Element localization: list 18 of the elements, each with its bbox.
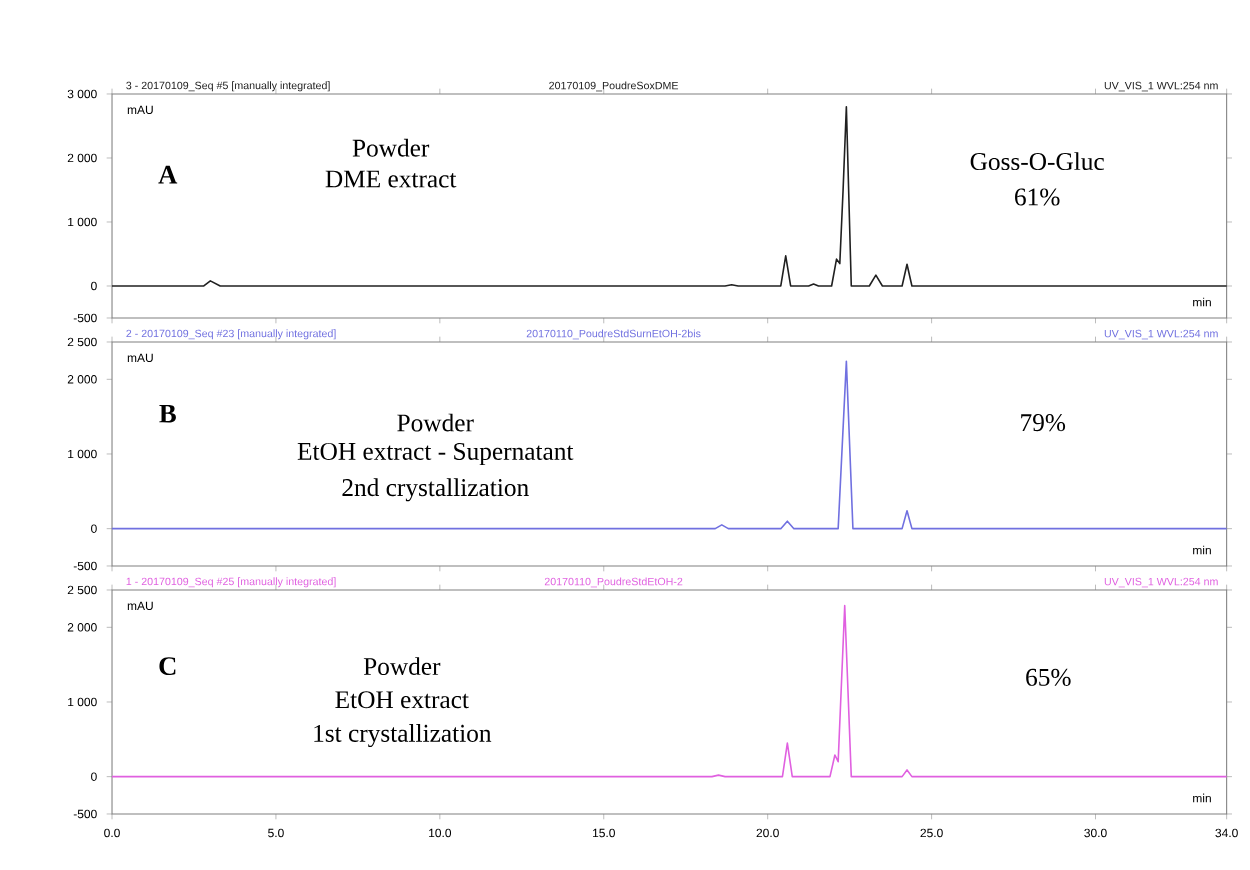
line-series	[111, 360, 1228, 530]
annotation: EtOH extract - Supernatant	[297, 442, 574, 466]
annotation: Powder	[363, 657, 441, 676]
line-series	[111, 105, 1228, 287]
annotation: Powder	[397, 413, 474, 432]
text: C	[159, 657, 176, 676]
line-series	[111, 604, 1228, 778]
annotation: DME extract	[325, 170, 457, 188]
annotation: 65%	[1026, 668, 1071, 686]
annotation: 1st crystallization	[314, 724, 492, 748]
annotation: EtOH extract	[335, 691, 469, 709]
text: B	[159, 404, 176, 423]
annotation: 2nd crystallization	[342, 478, 529, 502]
annotation: Goss-O-Gluc	[970, 152, 1104, 171]
annotation: 61%	[1015, 188, 1060, 206]
annotation: Powder	[352, 138, 430, 157]
annotation: 79%	[1021, 414, 1066, 432]
text: A	[158, 165, 178, 184]
